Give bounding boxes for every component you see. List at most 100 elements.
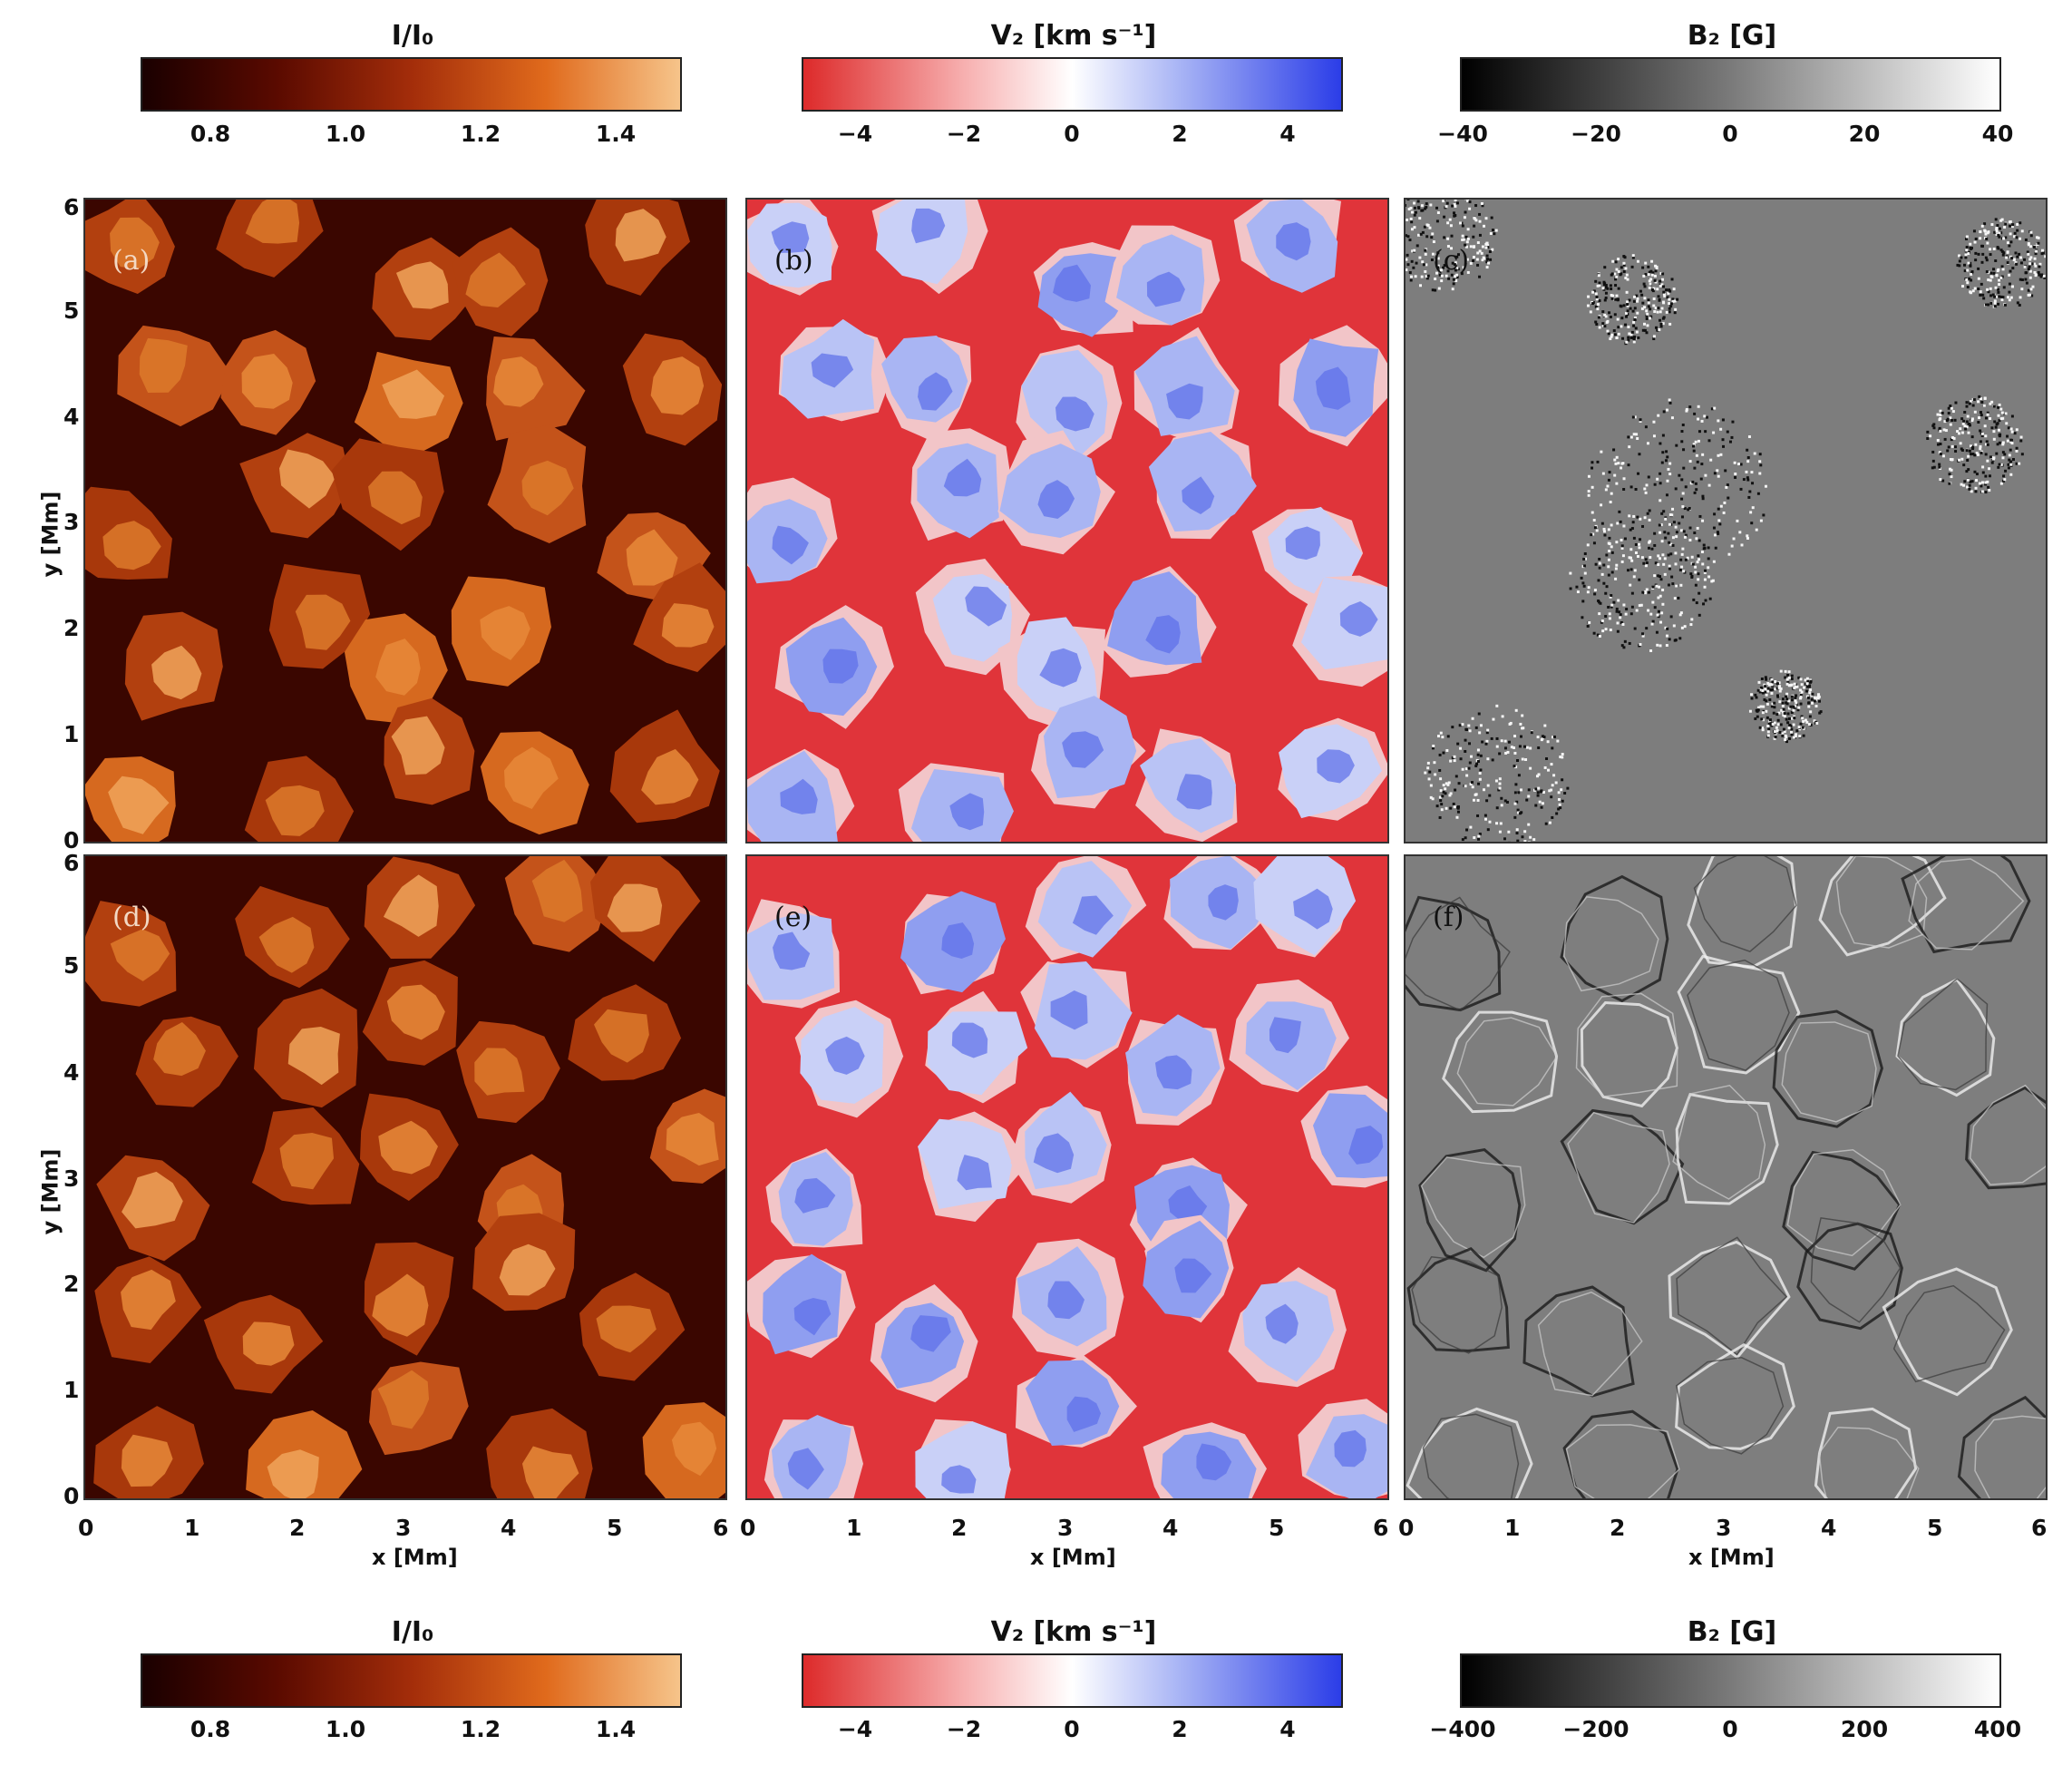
noise-speck	[1551, 784, 1554, 787]
noise-speck	[1746, 534, 1749, 538]
noise-speck	[1998, 231, 2001, 235]
noise-speck	[1619, 304, 1622, 307]
noise-speck	[1776, 695, 1780, 698]
noise-speck	[2000, 265, 2004, 268]
noise-speck	[1658, 327, 1661, 331]
noise-speck	[1987, 290, 1990, 294]
noise-speck	[1960, 447, 1963, 451]
noise-speck	[1610, 272, 1614, 276]
noise-speck	[1513, 802, 1517, 805]
noise-speck	[1484, 246, 1488, 249]
noise-speck	[1464, 210, 1467, 214]
noise-speck	[1682, 466, 1686, 470]
noise-speck	[1987, 270, 1990, 274]
noise-speck	[1984, 303, 1988, 307]
noise-speck	[1936, 443, 1940, 446]
noise-speck	[1953, 418, 1957, 422]
noise-speck	[1786, 680, 1790, 684]
noise-speck	[1761, 711, 1765, 715]
noise-speck	[1477, 782, 1481, 785]
noise-speck	[1542, 736, 1546, 739]
noise-speck	[1515, 832, 1519, 835]
noise-speck	[1792, 705, 1795, 708]
noise-speck	[1624, 267, 1628, 270]
noise-speck	[1756, 688, 1760, 692]
noise-speck	[2002, 251, 2006, 255]
noise-speck	[1456, 806, 1460, 810]
noise-speck	[1484, 742, 1488, 746]
noise-speck	[1778, 700, 1782, 704]
noise-speck	[1689, 482, 1693, 485]
noise-speck	[1586, 304, 1590, 307]
noise-speck	[1989, 278, 1992, 282]
noise-speck	[1980, 414, 1983, 417]
noise-speck	[2034, 252, 2038, 256]
noise-speck	[1436, 211, 1440, 215]
noise-speck	[1610, 545, 1613, 549]
y-tick: 1	[63, 1377, 80, 1403]
noise-speck	[1785, 682, 1789, 686]
noise-speck	[1619, 273, 1622, 277]
noise-speck	[1996, 224, 1999, 228]
noise-speck	[1794, 699, 1797, 703]
panel-d-intensity: (d)	[83, 854, 727, 1500]
noise-speck	[1761, 728, 1765, 732]
noise-speck	[1990, 400, 1994, 404]
noise-speck	[1982, 297, 1986, 300]
noise-speck	[1701, 497, 1705, 501]
noise-speck	[1465, 774, 1469, 777]
noise-speck	[1998, 283, 2001, 287]
noise-speck	[1607, 332, 1610, 336]
x-tick: 4	[1821, 1515, 1837, 1541]
noise-speck	[1968, 277, 1971, 280]
noise-speck	[1610, 603, 1614, 607]
noise-speck	[1603, 266, 1607, 269]
strong-upflow	[794, 1177, 836, 1214]
noise-speck	[1947, 445, 1950, 449]
noise-speck	[1702, 543, 1706, 547]
noise-speck	[1462, 238, 1465, 241]
noise-speck	[1663, 557, 1667, 561]
noise-speck	[1550, 788, 1553, 792]
noise-speck	[1999, 417, 2003, 421]
noise-speck	[2001, 443, 2005, 446]
noise-speck	[1501, 715, 1504, 718]
noise-speck	[1671, 507, 1675, 511]
noise-speck	[1592, 541, 1596, 545]
noise-speck	[1965, 425, 1969, 429]
noise-speck	[1696, 460, 1699, 463]
noise-speck	[1765, 709, 1768, 713]
noise-speck	[1488, 794, 1492, 797]
noise-speck	[1786, 712, 1790, 716]
noise-speck	[1781, 732, 1785, 736]
noise-speck	[1478, 275, 1482, 278]
noise-speck	[1805, 677, 1809, 680]
noise-speck	[1628, 556, 1631, 560]
noise-speck	[1998, 434, 2001, 437]
noise-speck	[1788, 717, 1791, 720]
noise-speck	[1809, 679, 1813, 683]
y-tick: 5	[63, 952, 80, 979]
noise-speck	[1476, 760, 1480, 763]
noise-speck	[2027, 242, 2030, 246]
noise-speck	[1657, 307, 1660, 310]
y-tick: 5	[63, 297, 80, 324]
noise-speck	[1779, 687, 1783, 690]
noise-speck	[1757, 706, 1761, 709]
noise-speck	[1607, 478, 1610, 482]
noise-speck	[1767, 722, 1771, 726]
noise-speck	[1800, 690, 1804, 694]
noise-speck	[1783, 712, 1786, 716]
strong-upflow	[1062, 731, 1104, 768]
noise-speck	[1611, 294, 1615, 297]
noise-speck	[1655, 584, 1659, 588]
noise-speck	[1582, 557, 1586, 561]
noise-speck	[2023, 265, 2027, 268]
noise-speck	[1431, 252, 1435, 256]
noise-speck	[1607, 573, 1610, 577]
noise-speck	[1641, 266, 1645, 269]
noise-speck	[2009, 269, 2012, 273]
noise-speck	[1426, 274, 1430, 278]
noise-speck	[1958, 458, 1961, 462]
noise-speck	[1537, 773, 1541, 776]
